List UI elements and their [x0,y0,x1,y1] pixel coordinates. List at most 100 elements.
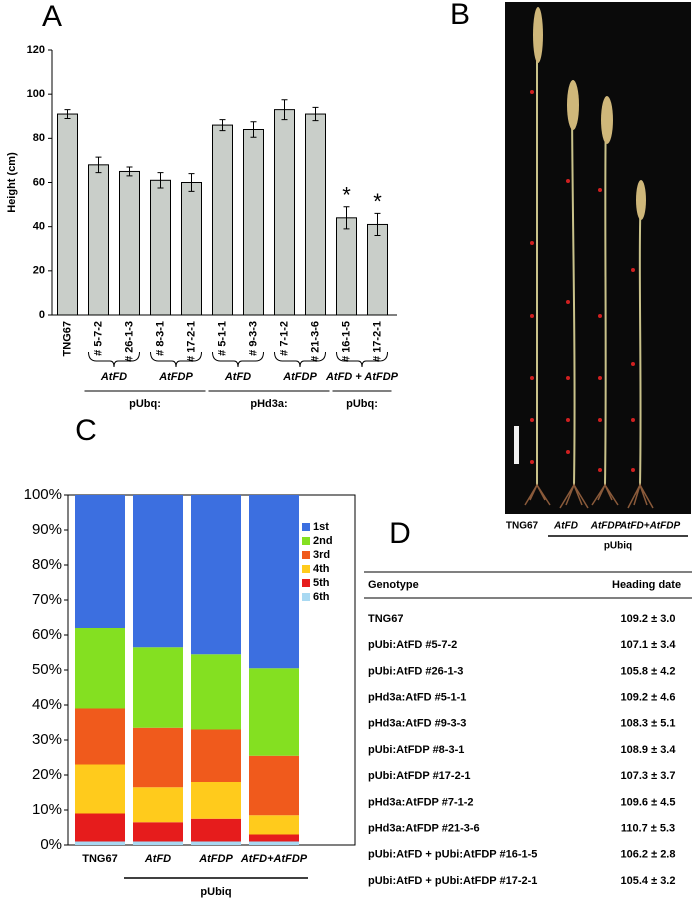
y-tick-label: 80 [33,132,45,144]
legend-swatch [302,579,310,587]
table-header: Heading date [612,579,681,591]
bar [88,164,109,316]
error-bar [95,156,102,174]
y-tick-label: 30% [32,731,62,748]
legend-swatch [302,565,310,573]
promoter-label: pHd3a: [250,398,287,410]
x-tick-label: # 26-1-3 [123,321,135,362]
bar [367,223,388,316]
group-label: AtFD + AtFDP [325,371,399,383]
table-cell: 107.3 ± 3.7 [621,770,676,782]
error-bar [219,119,226,132]
bar-segment [191,782,241,819]
group-label: AtFDP [158,371,193,383]
x-tick-label: TNG67 [82,853,117,865]
bar-segment [191,654,241,730]
bar-segment [75,764,125,814]
table-cell: pUbi:AtFD + pUbi:AtFDP #16-1-5 [368,849,537,861]
legend-label: 5th [313,577,330,589]
x-tick-label: # 5-1-1 [216,321,228,356]
y-tick-label: 20% [32,766,62,783]
y-tick-label: 50% [32,661,62,678]
legend-label: 4th [313,563,330,575]
bar-segment [249,668,299,756]
legend-swatch [302,523,310,531]
promoter-label: pUbq: [346,398,378,410]
y-tick-label: 60% [32,626,62,643]
error-bar [64,109,71,119]
y-tick-label: 120 [27,44,45,56]
photo-label: AtFD+AtFDP [619,521,681,532]
y-tick-label: 100% [24,486,62,503]
photo-label: AtFDP [590,521,622,532]
bar [274,109,295,316]
group-label: AtFD [100,371,127,383]
x-tick-label: # 17-2-1 [185,321,197,362]
y-tick-label: 0 [39,309,45,321]
x-tick-label: # 17-2-1 [371,321,383,362]
table-cell: pUbi:AtFD #26-1-3 [368,665,463,677]
bar-segment [75,628,125,709]
bar-segment [75,708,125,765]
group-bracket [274,351,326,368]
bar-segment [133,841,183,845]
y-tick-label: 100 [27,88,45,100]
x-tick-label: # 5-7-2 [92,321,104,356]
panel-letter: B [450,0,470,31]
table-cell: pHd3a:AtFDP #7-1-2 [368,796,474,808]
bar-segment [133,647,183,728]
table-cell: pUbi:AtFD + pUbi:AtFDP #17-2-1 [368,875,537,887]
error-bar [374,212,381,236]
y-tick-label: 90% [32,521,62,538]
error-bar [126,166,133,177]
x-tick-label: # 16-1-5 [340,321,352,362]
y-tick-label: 80% [32,556,62,573]
bar-segment [133,727,183,788]
photo [505,2,691,514]
x-tick-label: # 8-3-1 [154,321,166,356]
y-axis-label: Height (cm) [6,152,18,213]
bar-segment [133,822,183,842]
bar-segment [191,841,241,845]
bar [57,113,78,316]
table-cell: 108.9 ± 3.4 [621,744,677,756]
bar-segment [75,841,125,845]
table-cell: 106.2 ± 2.8 [621,849,676,861]
bar-segment [75,813,125,842]
y-tick-label: 20 [33,265,45,277]
table-cell: 109.2 ± 4.6 [621,692,676,704]
group-bracket [150,351,202,368]
table-cell: 109.6 ± 4.5 [621,796,676,808]
bar-segment [191,495,241,655]
annotation: * [373,189,382,214]
group-label: AtFDP [282,371,317,383]
y-tick-label: 40 [33,221,45,233]
bar-segment [249,834,299,842]
bar-segment [133,787,183,823]
photo-group-label: pUbiq [604,541,632,552]
bar-segment [249,815,299,835]
group-bracket [88,351,140,368]
y-tick-label: 0% [40,836,62,853]
x-tick-label: AtFDP [198,853,233,865]
photo-label: TNG67 [506,521,539,532]
photo-label: AtFD [553,521,578,532]
group-label: AtFD [224,371,251,383]
table-cell: 105.4 ± 3.2 [621,875,676,887]
bar [212,124,233,316]
table-cell: 109.2 ± 3.0 [621,613,676,625]
legend-label: 2nd [313,535,333,547]
error-bar [188,173,195,192]
x-tick-label: # 9-3-3 [247,321,259,356]
bar [150,179,171,316]
group-label: pUbiq [200,886,231,898]
legend-swatch [302,593,310,601]
y-tick-label: 10% [32,801,62,818]
bar [119,170,140,316]
bar-segment [249,841,299,845]
bar-segment [75,495,125,628]
table-cell: pHd3a:AtFD #5-1-1 [368,692,466,704]
legend-swatch [302,551,310,559]
bar [181,182,202,316]
bar [305,113,326,316]
